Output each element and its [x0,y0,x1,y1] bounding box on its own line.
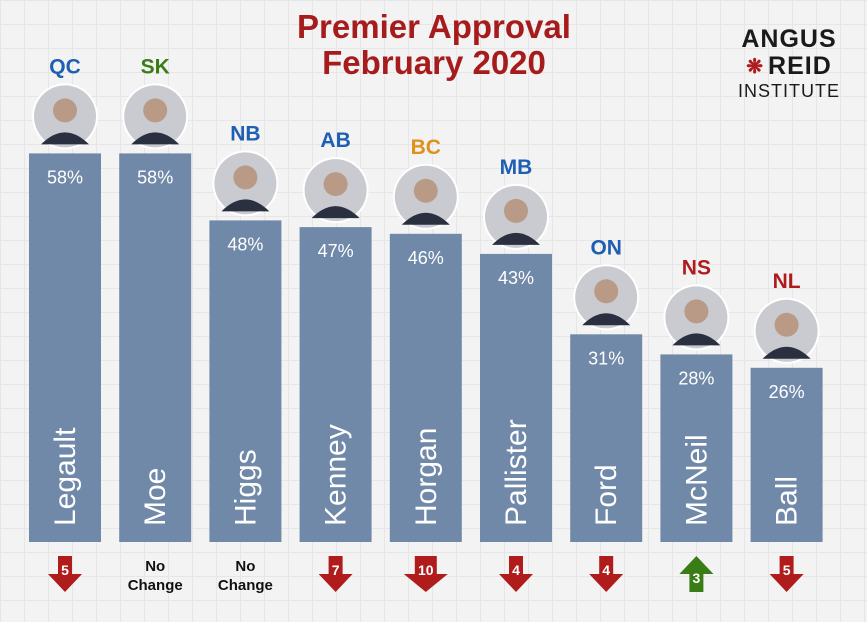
no-change-label: No [145,558,165,575]
change-down-arrow-icon [499,556,533,592]
avatar-head [594,279,619,304]
change-down-arrow-icon [318,556,353,592]
bar-value-label: 46% [408,248,444,268]
bar [119,153,192,542]
avatar-suit [221,199,270,212]
change-value: 5 [783,562,791,578]
province-label: NL [773,270,801,293]
premier-name-label: Kenney [320,424,353,526]
logo-line1: ANGUS [741,25,837,53]
change-value: 3 [693,570,701,586]
chart-title-line2: February 2020 [322,44,546,81]
avatar-suit [311,206,360,219]
province-label: MB [500,156,533,179]
avatar-head [323,172,348,197]
avatar-suit [131,132,180,145]
avatar-suit [582,313,631,326]
change-value: 5 [61,562,69,578]
change-down-arrow-icon [589,556,624,592]
avatar-head [774,312,799,337]
premier-name-label: Horgan [410,428,443,526]
bar [389,233,462,543]
change-value: 10 [418,562,434,578]
avatar-suit [41,132,89,145]
no-change-label: No [235,558,255,575]
bar-value-label: 58% [137,167,173,187]
province-label: SK [141,55,170,78]
change-down-arrow-icon [48,556,82,592]
change-value: 7 [332,562,340,578]
change-down-arrow-icon [403,556,448,592]
logo-line2-row: ❋ REID [728,53,850,80]
change-down-arrow-icon [769,556,804,592]
premier-name-label: Ford [590,464,623,526]
premier-name-label: Ball [771,476,804,526]
premier-name-label: Pallister [500,419,533,526]
avatar-suit [672,333,721,346]
avatar-suit [492,232,540,245]
avatar-head [684,299,709,324]
bar-value-label: 31% [588,348,624,368]
avatar-head [413,178,438,203]
bar-value-label: 47% [318,241,354,261]
province-label: AB [320,129,350,152]
avatar-head [504,198,528,223]
avatar-suit [762,346,811,359]
maple-leaf-icon: ❋ [746,55,765,78]
angus-reid-logo: ANGUS ❋ REID INSTITUTE [728,26,850,102]
avatar-head [233,165,258,190]
premier-name-label: McNeil [680,434,713,526]
premier-name-label: Legault [49,427,82,526]
bar-value-label: 58% [47,167,83,187]
change-value: 4 [602,562,610,578]
no-change-label: Change [128,577,183,594]
bars-group: 58% Legault QC 5 58% Moe SK No Change 48% Higgs NB N… [29,55,823,594]
province-label: NS [682,256,711,279]
bar [750,367,823,542]
province-label: QC [49,55,81,78]
bar-value-label: 48% [227,234,263,254]
logo-line3: INSTITUTE [738,81,840,101]
bar-value-label: 26% [769,382,805,402]
change-value: 4 [512,562,520,578]
province-label: ON [590,236,622,259]
bar [209,220,282,542]
bar [660,354,733,542]
logo-line2: REID [768,52,832,80]
bar-value-label: 43% [498,268,534,288]
avatar-head [53,98,77,123]
avatar-head [143,98,168,123]
avatar-suit [401,212,450,225]
premier-name-label: Moe [139,468,172,526]
bar [480,253,552,542]
bar [299,227,372,542]
bar [570,334,643,542]
premier-name-label: Higgs [229,449,262,526]
bar [29,153,101,542]
no-change-label: Change [218,577,273,594]
province-label: NB [230,122,260,145]
province-label: BC [411,136,441,159]
bar-value-label: 28% [678,368,714,388]
chart-title-line1: Premier Approval [297,8,571,45]
change-up-arrow-icon [679,556,714,592]
